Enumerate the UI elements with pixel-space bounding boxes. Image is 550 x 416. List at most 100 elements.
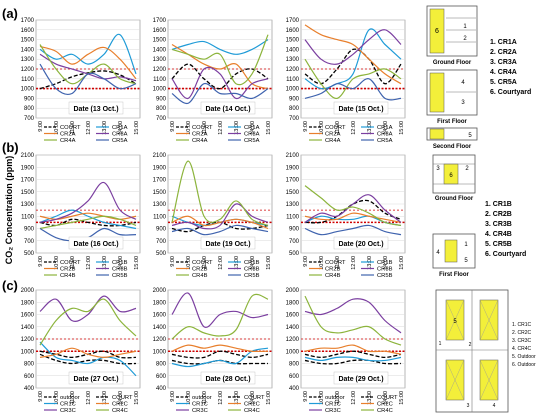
x-tick-label: 11:00 — [70, 121, 76, 134]
y-tick-label: 800 — [24, 362, 35, 368]
series-line-cr2 — [39, 347, 137, 358]
x-tick-label: 15:00 — [134, 121, 140, 135]
legend-entry: 1. CR1C — [512, 322, 532, 328]
y-tick-label: 1700 — [286, 178, 300, 184]
date-annotation-box — [333, 101, 389, 115]
legend-2-0: outdoor COURT CR1C CR2C CR3C CR4C — [44, 395, 133, 414]
y-tick-label: 1500 — [153, 38, 167, 44]
floorplan-b: 3 6 2 Ground Floor 4 1 5 First Floor 1. … — [432, 154, 526, 278]
floorplan-number: 4 — [436, 250, 440, 256]
legend-label: CR3A — [377, 132, 393, 138]
x-tick-label: 9:00 — [170, 391, 176, 402]
y-tick-label: 1100 — [153, 214, 167, 220]
series-line-cr1 — [304, 356, 402, 362]
date-annotation: Date (28 Oct.) — [205, 376, 250, 383]
y-tick-label: 500 — [156, 251, 167, 257]
legend-label: COURT — [112, 395, 133, 401]
y-tick-label: 600 — [24, 374, 35, 380]
legend-label: CR2C — [244, 402, 260, 408]
y-tick-label: 800 — [289, 362, 300, 368]
floorplan-number: 4 — [493, 403, 496, 409]
y-tick-label: 1100 — [286, 214, 300, 220]
legend-entry: 5. CR5B — [485, 241, 512, 248]
series-line-cr1 — [171, 39, 269, 55]
y-tick-label: 700 — [156, 116, 167, 122]
chart-panel-0: 700 800 900 1000 1100 1200 1300 1400 1500 1600 170… — [21, 18, 141, 135]
floorplan-number: 2 — [469, 342, 472, 348]
x-tick-label: 12:00 — [351, 121, 357, 135]
floorplan-a: 6 1 2 Ground Floor 4 3 First Floor 5 Sec… — [426, 5, 531, 150]
y-tick-label: 600 — [156, 374, 167, 380]
y-tick-label: 1600 — [286, 28, 300, 34]
legend-entry: 1. CR1B — [485, 201, 512, 208]
y-tick-label: 2100 — [286, 153, 300, 159]
y-tick-label: 1300 — [286, 57, 300, 63]
series-line-cr3 — [39, 295, 137, 322]
series-line-cr5 — [304, 78, 402, 101]
x-tick-label: 15:00 — [399, 256, 405, 270]
chart-panel-4: 500 700 900 1100 1300 1500 1700 1900 2100 9:00 10:… — [153, 153, 273, 270]
x-tick-label: 9:00 — [38, 121, 44, 132]
x-tick-label: 12:00 — [351, 391, 357, 405]
x-tick-label: 15:00 — [399, 391, 405, 405]
legend-label: outdoor — [325, 395, 345, 401]
legend-2-2: outdoor COURT CR1C CR2C CR3C CR4C — [309, 395, 398, 414]
legend-entry: 6. Courtyard — [490, 89, 531, 96]
legend-label: CR3B — [244, 267, 260, 273]
x-tick-label: 14:00 — [118, 256, 124, 270]
x-tick-label: 10:00 — [319, 121, 325, 135]
x-tick-label: 9:00 — [38, 256, 44, 267]
series-line-cr4 — [171, 293, 269, 340]
courtyard-block-a — [429, 128, 445, 140]
x-tick-label: 14:00 — [250, 256, 256, 270]
legend-entry: 3. CR3A — [490, 59, 517, 66]
x-tick-label: 13:00 — [234, 391, 240, 405]
floorplan-number: 1 — [463, 24, 467, 30]
legend-label: CR1A — [244, 125, 260, 131]
date-annotation-box — [68, 371, 124, 385]
series-line-cr4 — [39, 215, 137, 230]
y-tick-label: 1700 — [153, 178, 167, 184]
floorplan-c: 5 1 2 3 4 1. CR1C 2. CR2C 3. CR3C 4. CR4… — [435, 289, 536, 413]
legend-label: CR3B — [112, 267, 128, 273]
legend-label: COURT — [325, 260, 346, 266]
floorplan-legend-a: 1. CR1A 2. CR2A 3. CR3A 4. CR4A 5. CR5A … — [490, 39, 531, 96]
date-annotation-box — [200, 236, 256, 250]
y-tick-label: 2000 — [286, 288, 300, 294]
series-line-court — [39, 218, 137, 227]
courtyard-block-a — [429, 72, 445, 113]
series-line-cr3 — [39, 181, 137, 223]
series-line-cr5 — [171, 224, 269, 236]
x-tick-label: 10:00 — [319, 391, 325, 405]
floorplan-number: 5 — [468, 133, 472, 139]
legend-label: CR5A — [112, 138, 128, 144]
legend-entry: 6. Courtyard — [485, 251, 526, 258]
legend-entry: 2. CR2B — [485, 211, 512, 218]
legend-entry: 3. CR3B — [485, 221, 512, 228]
x-tick-label: 15:00 — [134, 391, 140, 405]
y-tick-label: 1000 — [286, 349, 300, 355]
y-tick-label: 600 — [289, 374, 300, 380]
x-tick-label: 10:00 — [54, 256, 60, 270]
legend-label: CR1C — [325, 402, 341, 408]
y-tick-label: 900 — [156, 96, 167, 102]
series-line-cr1 — [39, 341, 137, 377]
y-tick-label: 800 — [156, 106, 167, 112]
y-tick-label: 1700 — [21, 178, 35, 184]
floorplan-legend-c: 1. CR1C 2. CR2C 3. CR3C 4. CR4C 5. Outdo… — [512, 322, 536, 368]
series-line-court — [171, 350, 269, 359]
date-annotation-box — [200, 371, 256, 385]
legend-entry: 2. CR2A — [490, 49, 517, 56]
series-line-cr5 — [304, 224, 402, 236]
floorplan-number: 5 — [453, 319, 457, 325]
chart-panel-3: 500 700 900 1100 1300 1500 1700 1900 2100 9:00 10:… — [21, 153, 141, 270]
y-tick-label: 1600 — [21, 28, 35, 34]
legend-entry: 2. CR2C — [512, 330, 532, 336]
legend-label: CR1C — [192, 402, 208, 408]
x-tick-label: 14:00 — [250, 121, 256, 135]
legend-label: CR3A — [244, 132, 260, 138]
date-annotation: Date (19 Oct.) — [205, 241, 250, 248]
x-tick-label: 15:00 — [399, 121, 405, 135]
